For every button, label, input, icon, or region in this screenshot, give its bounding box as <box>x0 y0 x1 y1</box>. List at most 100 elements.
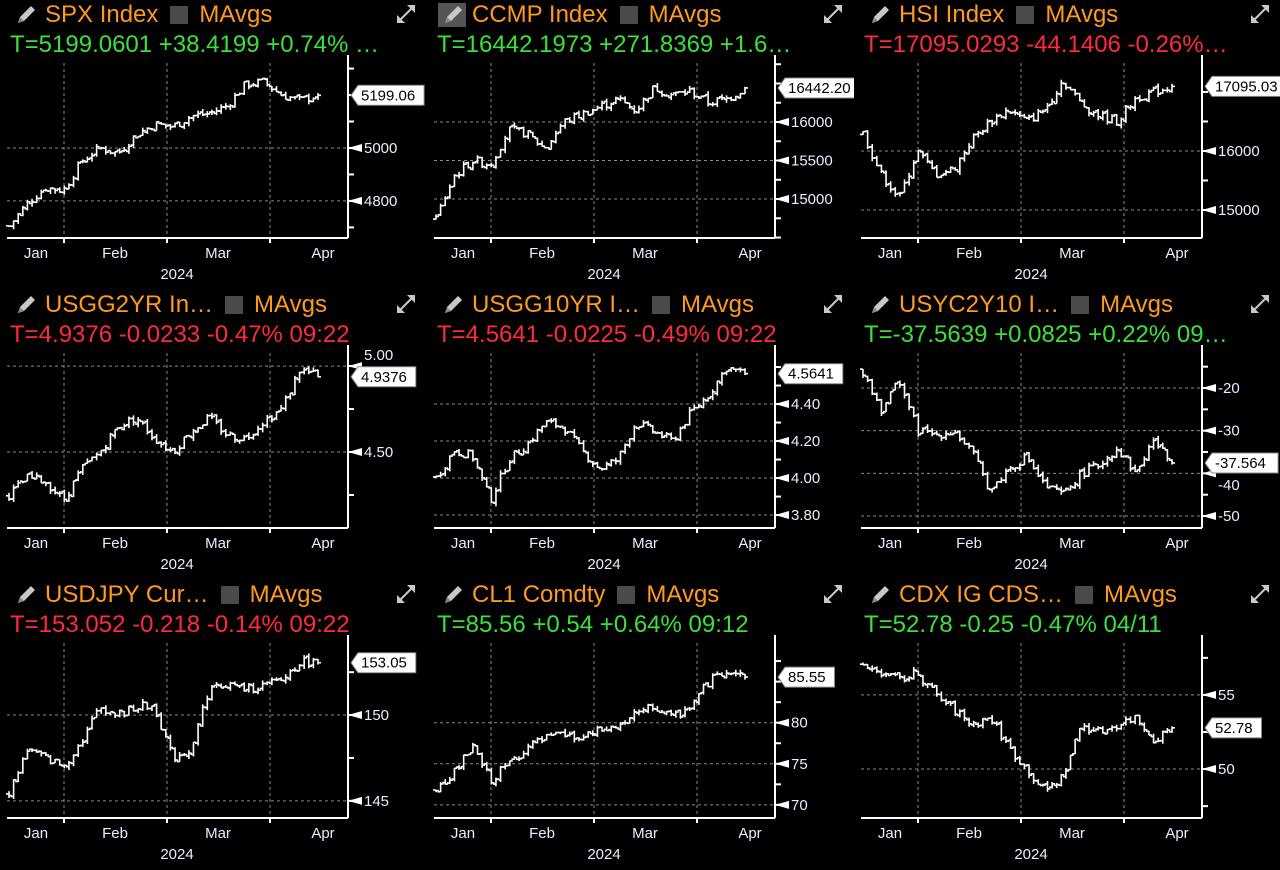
expand-icon[interactable] <box>1247 292 1273 316</box>
ohlc-bar <box>1164 87 1171 93</box>
mavgs-label[interactable]: MAvgs <box>646 581 720 608</box>
expand-icon[interactable] <box>1247 2 1273 26</box>
ohlc-bar <box>1062 82 1069 90</box>
security-title[interactable]: USYC2Y10 I… <box>899 291 1060 318</box>
mavgs-checkbox[interactable] <box>619 6 638 24</box>
mavgs-label[interactable]: MAvgs <box>254 291 327 318</box>
ohlc-bar <box>1122 105 1129 123</box>
ohlc-bar <box>1007 737 1014 750</box>
pencil-edit-icon[interactable] <box>11 3 39 27</box>
expand-icon[interactable] <box>1247 582 1273 606</box>
ohlc-bar <box>130 415 137 426</box>
security-title[interactable]: CDX IG CDS… <box>899 581 1064 608</box>
ohlc-bar <box>631 708 638 722</box>
mavgs-checkbox[interactable] <box>220 586 239 604</box>
price-chart[interactable]: 50 55 Jan Feb Mar Apr 2024 52.78 <box>854 580 1280 870</box>
month-label: Apr <box>1165 535 1188 552</box>
mavgs-checkbox[interactable] <box>1071 296 1090 314</box>
expand-icon[interactable] <box>393 2 419 26</box>
ohlc-bar <box>107 710 114 716</box>
y-tick-marker <box>775 511 789 520</box>
mavgs-label[interactable]: MAvgs <box>1100 291 1173 318</box>
price-chart[interactable]: -20 -30 -40 -50 Jan Feb Mar Apr 2024 -37.564 <box>854 290 1280 580</box>
security-title[interactable]: SPX Index <box>45 1 159 28</box>
month-label: Mar <box>205 825 231 842</box>
ohlc-bar <box>585 731 592 738</box>
mavgs-label[interactable]: MAvgs <box>199 1 273 28</box>
ohlc-bar <box>79 159 86 164</box>
price-chart[interactable]: 4800 5000 Jan Feb Mar Apr 2024 5199.06 <box>0 0 427 290</box>
ohlc-bar <box>1164 727 1171 734</box>
security-title[interactable]: USGG10YR I… <box>472 291 641 318</box>
ohlc-bar <box>273 86 280 93</box>
price-chart[interactable]: 3.80 4.00 4.20 4.40 Jan Feb Mar Apr 2024 4.5641 <box>427 290 854 580</box>
security-title[interactable]: HSI Index <box>899 1 1005 28</box>
pencil-edit-icon[interactable] <box>438 583 466 607</box>
ohlc-bar <box>1118 117 1125 129</box>
ohlc-bar <box>1109 455 1116 463</box>
chart-panel: USYC2Y10 I… MAvgs T=-37.5639 +0.0825 +0.22… <box>854 290 1280 580</box>
expand-icon[interactable] <box>820 582 846 606</box>
ohlc-bar <box>979 129 986 135</box>
ohlc-bar <box>102 145 109 155</box>
y-tick-marker <box>775 474 789 483</box>
ohlc-bar <box>93 144 100 157</box>
pencil-edit-icon[interactable] <box>438 3 466 27</box>
expand-icon[interactable] <box>820 292 846 316</box>
security-title[interactable]: USDJPY Cur… <box>45 581 209 608</box>
price-chart[interactable]: 70 75 80 Jan Feb Mar Apr 2024 85.55 <box>427 580 854 870</box>
panel-header-row: USYC2Y10 I… MAvgs <box>865 290 1173 320</box>
ohlc-bar <box>516 756 523 762</box>
ohlc-bar <box>901 179 908 194</box>
mavgs-label[interactable]: MAvgs <box>648 1 722 28</box>
mavgs-checkbox[interactable] <box>617 586 636 604</box>
quote-line: T=85.56 +0.54 +0.64% 09:12 <box>437 611 749 638</box>
ohlc-bar <box>1169 726 1175 733</box>
ohlc-bar <box>1072 738 1079 755</box>
last-price-value: -37.564 <box>1215 455 1266 472</box>
pencil-edit-icon[interactable] <box>11 583 39 607</box>
price-chart[interactable]: 4.50 5.00 Jan Feb Mar Apr 2024 4.9376 <box>0 290 427 580</box>
ohlc-bar <box>718 371 725 386</box>
expand-icon[interactable] <box>393 292 419 316</box>
ohlc-bar <box>255 425 262 436</box>
quote-line: T=4.9376 -0.0233 -0.47% 09:22 <box>10 321 350 348</box>
pencil-edit-icon[interactable] <box>865 583 893 607</box>
security-title[interactable]: CL1 Comdty <box>472 581 606 608</box>
ohlc-bar <box>979 717 986 729</box>
mavgs-label[interactable]: MAvgs <box>1045 1 1119 28</box>
mavgs-checkbox[interactable] <box>170 6 189 24</box>
mavgs-label[interactable]: MAvgs <box>1104 581 1177 608</box>
security-title[interactable]: CCMP Index <box>472 1 608 28</box>
month-label: Feb <box>956 825 982 842</box>
mavgs-checkbox[interactable] <box>652 296 671 314</box>
pencil-edit-icon[interactable] <box>438 293 466 317</box>
ohlc-bar <box>966 143 973 155</box>
panel-header: USGG2YR In… MAvgs <box>0 290 427 320</box>
pencil-edit-icon[interactable] <box>865 3 893 27</box>
y-tick-marker <box>775 800 789 809</box>
ohlc-bar <box>919 151 926 159</box>
expand-icon[interactable] <box>820 2 846 26</box>
mavgs-label[interactable]: MAvgs <box>249 581 323 608</box>
ohlc-bar <box>456 449 463 457</box>
price-chart[interactable]: 15000 16000 Jan Feb Mar Apr 2024 17095.03 <box>854 0 1280 290</box>
ohlc-bar <box>218 418 225 435</box>
y-tick-label: 50 <box>1218 761 1235 778</box>
panel-header-row: USGG10YR I… MAvgs <box>438 290 754 320</box>
expand-icon[interactable] <box>393 582 419 606</box>
mavgs-checkbox[interactable] <box>1016 6 1035 24</box>
pencil-edit-icon[interactable] <box>11 293 39 317</box>
ohlc-bar <box>631 105 638 114</box>
ohlc-bar <box>241 682 248 692</box>
ohlc-bar <box>557 425 564 429</box>
price-chart[interactable]: 145 150 Jan Feb Mar Apr 2024 153.05 <box>0 580 427 870</box>
ohlc-bar <box>594 461 601 469</box>
mavgs-checkbox[interactable] <box>225 296 244 314</box>
price-chart[interactable]: 15000 15500 16000 Jan Feb Mar Apr 2024 16442.20 <box>427 0 854 290</box>
pencil-edit-icon[interactable] <box>865 293 893 317</box>
mavgs-label[interactable]: MAvgs <box>681 291 754 318</box>
ohlc-bar <box>1002 468 1009 484</box>
security-title[interactable]: USGG2YR In… <box>45 291 214 318</box>
mavgs-checkbox[interactable] <box>1075 586 1094 604</box>
